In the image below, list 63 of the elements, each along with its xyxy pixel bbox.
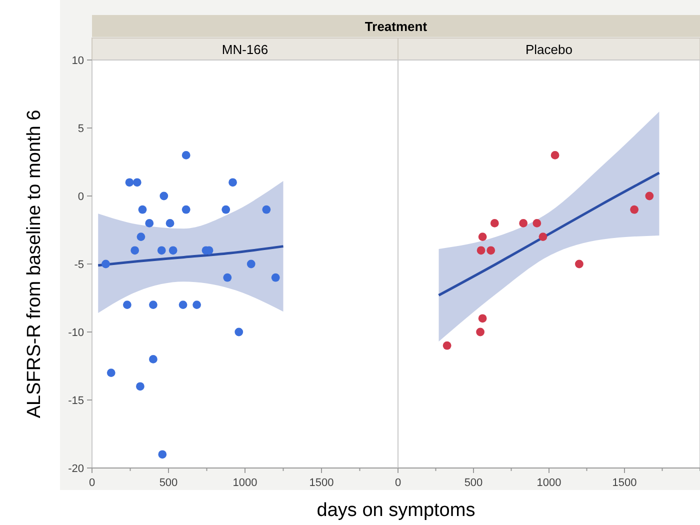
point — [246, 260, 256, 268]
y-tick-label: -10 — [68, 327, 84, 339]
point — [476, 328, 484, 336]
point — [130, 246, 140, 255]
x-tick-label: 1500 — [309, 477, 334, 489]
header-strip: Treatment — [92, 15, 700, 37]
chart-title: Placebo — [526, 42, 572, 57]
y-tick-label: -20 — [68, 463, 84, 475]
point — [234, 328, 244, 336]
point — [178, 300, 188, 309]
point — [645, 192, 654, 200]
x-tick-label: 500 — [464, 477, 483, 489]
point — [138, 205, 147, 214]
point — [168, 246, 178, 255]
point — [125, 178, 134, 187]
point — [478, 314, 487, 323]
point — [490, 219, 499, 228]
point — [223, 273, 232, 282]
point — [478, 232, 487, 241]
point — [122, 300, 132, 309]
point — [106, 368, 116, 377]
y-tick-label: -5 — [74, 259, 84, 271]
point — [158, 450, 167, 459]
point — [192, 300, 202, 309]
point — [538, 232, 548, 241]
x-tick-label: 0 — [394, 477, 402, 489]
line-series — [96, 245, 284, 267]
point — [630, 205, 639, 214]
point — [476, 246, 486, 255]
y-tick-label: 5 — [78, 123, 84, 135]
chart-title: MN-166 — [222, 42, 268, 57]
point — [575, 260, 584, 268]
y-axis-title: ALSFRS-R from baseline to month 6 — [24, 110, 45, 418]
point — [228, 178, 237, 187]
x-tick-label: 1000 — [536, 477, 562, 489]
y-tick-label: 10 — [72, 55, 84, 67]
x-tick-label: 0 — [88, 477, 96, 489]
point — [442, 341, 452, 350]
point — [222, 205, 230, 214]
point — [136, 232, 146, 241]
y-tick-label: 0 — [78, 191, 84, 203]
point — [182, 205, 190, 214]
point — [102, 260, 110, 268]
point — [160, 192, 168, 200]
point — [550, 151, 560, 160]
x-tick-label: 1500 — [612, 477, 637, 489]
x-axis-title: days on symptoms — [316, 500, 476, 521]
point — [262, 205, 271, 214]
point — [166, 219, 174, 228]
point — [149, 355, 158, 364]
point — [149, 300, 158, 309]
point — [136, 382, 144, 391]
point — [132, 178, 142, 187]
x-tick-label: 500 — [159, 477, 178, 489]
x-tick-label: 1000 — [232, 477, 258, 489]
point — [532, 219, 542, 228]
point — [486, 246, 496, 255]
point — [157, 246, 166, 255]
point — [182, 151, 190, 160]
y-tick-label: -15 — [68, 395, 84, 407]
point — [519, 219, 528, 228]
point — [271, 273, 280, 282]
point — [145, 219, 154, 228]
